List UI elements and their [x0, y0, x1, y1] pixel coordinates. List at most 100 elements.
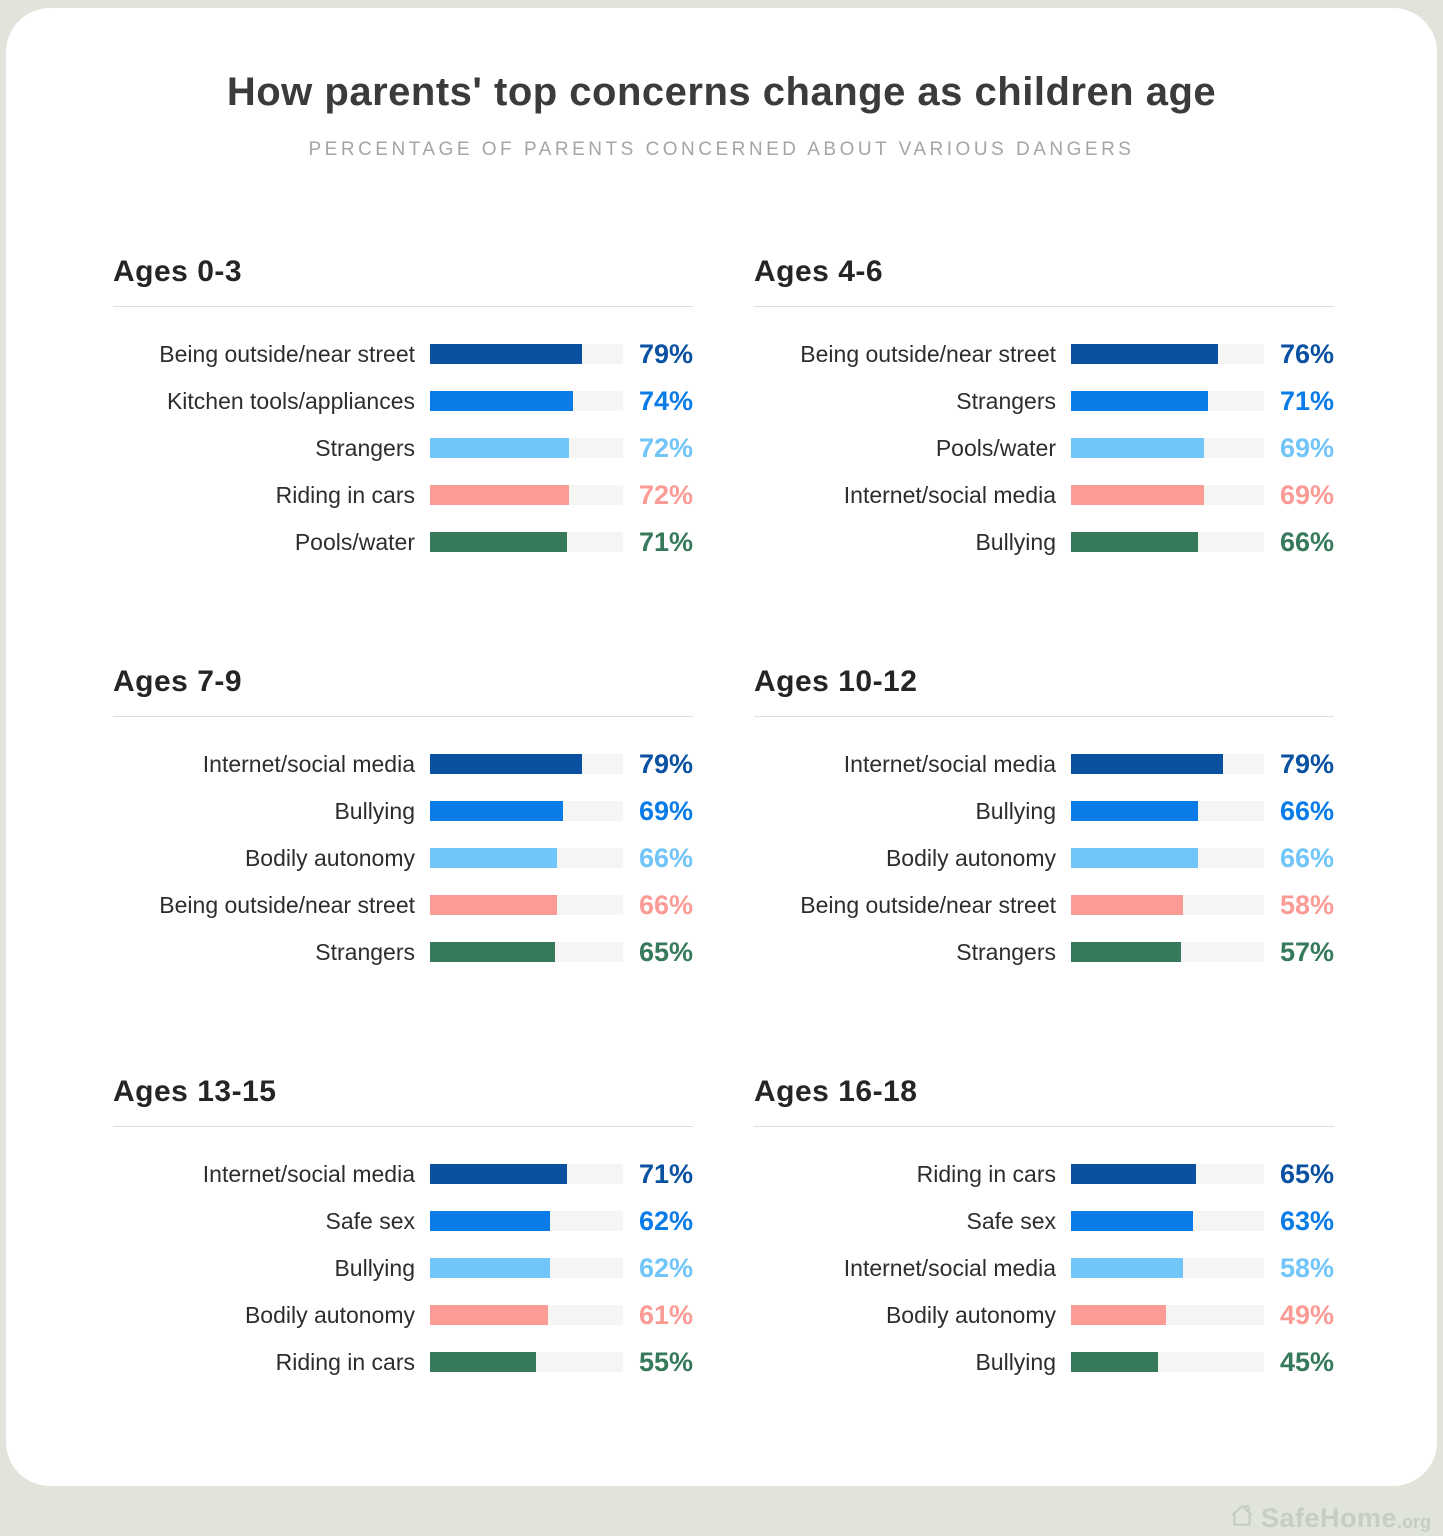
bar-row: Internet/social media 69%	[754, 480, 1334, 510]
concern-label: Being outside/near street	[800, 340, 1056, 367]
percent-label: 66%	[1279, 527, 1334, 557]
bar-track	[430, 801, 623, 821]
panel-ages-4-6: Ages 4-6 Being outside/near street 76% S…	[754, 255, 1334, 557]
concern-label: Bullying	[975, 1348, 1056, 1375]
bar-fill	[430, 1211, 550, 1231]
bar-row: Kitchen tools/appliances 74%	[113, 386, 693, 416]
bar-row: Strangers 72%	[113, 433, 693, 463]
concern-label: Pools/water	[935, 434, 1056, 461]
page-subtitle: PERCENTAGE OF PARENTS CONCERNED ABOUT VA…	[308, 139, 1135, 160]
concern-label: Bullying	[334, 1254, 415, 1281]
bar-fill	[430, 1258, 550, 1278]
bar-fill	[1071, 391, 1209, 411]
concern-label: Bodily autonomy	[244, 1301, 415, 1328]
percent-label: 79%	[638, 749, 693, 779]
concern-label: Riding in cars	[275, 1348, 415, 1375]
panel-ages-7-9: Ages 7-9 Internet/social media 79% Bully…	[113, 665, 693, 966]
percent-label: 45%	[1279, 1347, 1334, 1377]
bar-row: Pools/water 69%	[754, 434, 1334, 462]
bar-fill	[1071, 438, 1205, 458]
panel-title: Ages 7-9	[113, 665, 243, 698]
concern-label: Internet/social media	[843, 1254, 1056, 1281]
bar-fill	[1071, 848, 1199, 868]
bar-row: Strangers 71%	[754, 386, 1334, 416]
concern-label: Bodily autonomy	[244, 844, 415, 871]
bar-fill	[430, 848, 558, 868]
bar-fill	[1071, 532, 1199, 552]
concern-label: Bodily autonomy	[885, 1301, 1056, 1328]
bar-track	[1071, 1352, 1264, 1372]
bar-fill	[1071, 942, 1181, 962]
bar-row: Bullying 66%	[754, 796, 1334, 826]
bar-track	[1071, 1305, 1264, 1325]
bar-track	[430, 391, 623, 411]
bar-fill	[1071, 801, 1199, 821]
bar-track	[430, 1258, 623, 1278]
bar-row: Being outside/near street 79%	[113, 340, 693, 368]
bar-track	[430, 485, 623, 505]
bar-row: Riding in cars 72%	[113, 480, 693, 510]
percent-label: 55%	[638, 1347, 693, 1377]
panel-ages-0-3: Ages 0-3 Being outside/near street 79% K…	[113, 255, 693, 556]
concern-label: Kitchen tools/appliances	[166, 387, 415, 414]
concern-label: Strangers	[956, 938, 1056, 965]
percent-label: 74%	[638, 386, 693, 416]
bar-row: Being outside/near street 76%	[754, 339, 1334, 369]
percent-label: 76%	[1279, 339, 1334, 369]
bar-row: Internet/social media 58%	[754, 1254, 1334, 1282]
bar-row: Riding in cars 65%	[754, 1160, 1334, 1188]
concern-label: Internet/social media	[202, 750, 415, 777]
bar-track	[430, 1211, 623, 1231]
bar-row: Bodily autonomy 61%	[113, 1301, 693, 1329]
concern-label: Strangers	[956, 387, 1056, 414]
bar-fill	[430, 754, 583, 774]
divider	[113, 716, 693, 717]
bar-row: Internet/social media 71%	[113, 1160, 693, 1188]
concern-label: Strangers	[315, 938, 415, 965]
concern-label: Being outside/near street	[159, 340, 415, 367]
bar-track	[1071, 1211, 1264, 1231]
panel-title: Ages 4-6	[754, 255, 884, 288]
percent-label: 57%	[1279, 937, 1334, 967]
bar-track	[1071, 848, 1264, 868]
bar-track	[430, 754, 623, 774]
bar-fill	[430, 344, 583, 364]
bar-fill	[1071, 754, 1224, 774]
bar-row: Bullying 66%	[754, 527, 1334, 557]
bar-row: Bullying 45%	[754, 1347, 1334, 1377]
bar-fill	[430, 895, 558, 915]
panel-ages-13-15: Ages 13-15 Internet/social media 71% Saf…	[113, 1075, 693, 1377]
bar-track	[430, 1164, 623, 1184]
bar-fill	[1071, 485, 1205, 505]
panel-ages-10-12: Ages 10-12 Internet/social media 79% Bul…	[754, 665, 1334, 967]
bar-track	[430, 344, 623, 364]
bar-fill	[1071, 895, 1183, 915]
concern-label: Being outside/near street	[800, 891, 1056, 918]
bar-fill	[430, 438, 569, 458]
concern-label: Internet/social media	[843, 750, 1056, 777]
header: How parents' top concerns change as chil…	[6, 70, 1437, 161]
bar-track	[430, 942, 623, 962]
concern-label: Riding in cars	[916, 1160, 1056, 1187]
bar-track	[1071, 1164, 1264, 1184]
divider	[113, 306, 693, 307]
percent-label: 72%	[638, 433, 693, 463]
percent-label: 71%	[1279, 386, 1334, 416]
divider	[754, 1126, 1334, 1127]
bar-fill	[1071, 1211, 1193, 1231]
bar-row: Pools/water 71%	[113, 529, 693, 556]
percent-label: 62%	[638, 1253, 693, 1283]
bar-rows: Riding in cars 65% Safe sex 63% Internet…	[754, 1160, 1334, 1377]
percent-label: 69%	[1279, 480, 1334, 510]
bar-fill	[430, 1352, 537, 1372]
panel-ages-16-18: Ages 16-18 Riding in cars 65% Safe sex 6…	[754, 1075, 1334, 1377]
watermark-suffix: .org	[1397, 1512, 1431, 1532]
percent-label: 58%	[1279, 890, 1334, 920]
bar-rows: Being outside/near street 79% Kitchen to…	[113, 340, 693, 556]
percent-label: 72%	[638, 480, 693, 510]
percent-label: 69%	[638, 796, 693, 826]
bar-track	[430, 438, 623, 458]
percent-label: 62%	[638, 1206, 693, 1236]
percent-label: 66%	[1279, 796, 1334, 826]
concern-label: Internet/social media	[202, 1160, 415, 1187]
